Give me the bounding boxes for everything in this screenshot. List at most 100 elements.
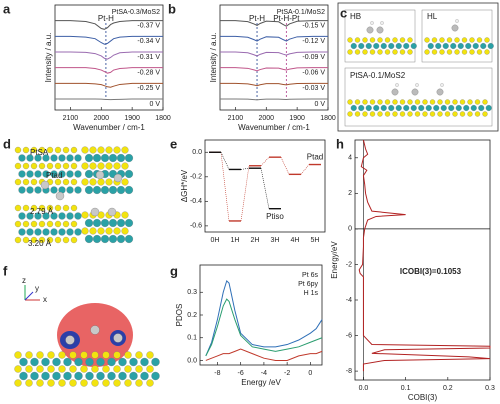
- atom: [435, 42, 442, 50]
- atom: [97, 178, 105, 186]
- panel-label: b: [168, 1, 176, 16]
- atom: [427, 42, 434, 50]
- pt-atom: [40, 180, 50, 190]
- atom: [41, 357, 50, 367]
- atom: [431, 37, 438, 43]
- y-tick-label: -6: [346, 332, 352, 339]
- atom: [113, 146, 121, 154]
- h-atom: [370, 21, 374, 25]
- atom: [399, 99, 406, 105]
- atom: [38, 146, 46, 154]
- atom: [358, 42, 365, 50]
- atom: [58, 379, 66, 387]
- atom: [58, 351, 66, 359]
- atom: [369, 99, 376, 105]
- series-label: 0 V: [149, 101, 160, 108]
- atom: [34, 186, 42, 194]
- x-tick-label: 0.1: [401, 385, 411, 392]
- atom: [124, 169, 134, 179]
- connector: [240, 167, 250, 170]
- atom: [429, 111, 436, 117]
- atom: [92, 185, 102, 195]
- atom: [108, 234, 118, 244]
- atom: [34, 170, 42, 178]
- atom: [25, 351, 33, 359]
- x-tick-label: 1900: [124, 115, 140, 122]
- x-tick-label: 2100: [63, 115, 79, 122]
- atom: [102, 379, 110, 387]
- atom: [30, 236, 38, 244]
- atom: [135, 365, 143, 373]
- atom: [365, 104, 372, 112]
- structure-label: Ptad: [46, 171, 62, 180]
- atom: [124, 234, 134, 244]
- atom: [129, 357, 138, 367]
- atom: [437, 99, 443, 105]
- series-line: [220, 98, 328, 101]
- h-atom: [395, 83, 399, 87]
- atom: [407, 111, 413, 117]
- atom: [74, 357, 83, 367]
- plot-frame: [54, 4, 164, 111]
- atom: [54, 146, 62, 154]
- atom: [74, 212, 82, 220]
- x-axis-label: Wavenumber / cm-1: [73, 123, 145, 132]
- atom: [36, 351, 44, 359]
- x-tick-label: 4H: [291, 237, 300, 244]
- atom: [100, 234, 110, 244]
- atom: [470, 104, 477, 112]
- x-tick-label: -6: [238, 370, 244, 377]
- x-tick-label: 2H: [251, 237, 260, 244]
- atom: [358, 104, 365, 112]
- series-line: [55, 20, 163, 30]
- x-axis-label: Energy /eV: [241, 378, 281, 387]
- atom: [70, 178, 78, 186]
- atom: [377, 99, 383, 105]
- atom: [354, 37, 361, 43]
- atom: [85, 357, 94, 367]
- pt-atom: [55, 191, 65, 201]
- pt-atom: [113, 333, 123, 343]
- atom: [26, 212, 34, 220]
- atom: [22, 220, 30, 228]
- pt-atom: [90, 325, 100, 335]
- connector: [260, 156, 270, 166]
- atom: [46, 162, 54, 170]
- atom: [399, 49, 406, 55]
- atom: [14, 162, 22, 170]
- atom: [92, 153, 102, 163]
- atom: [350, 104, 357, 112]
- structure-label: 2.79 Å: [30, 207, 54, 216]
- atom: [42, 212, 50, 220]
- x-tick-label: 0H: [211, 237, 220, 244]
- atom: [18, 228, 26, 236]
- atom: [34, 228, 42, 236]
- pt-atom: [411, 88, 419, 96]
- atom: [461, 37, 468, 43]
- pt-atom: [436, 88, 444, 96]
- atom: [69, 365, 77, 373]
- panel-label: e: [170, 136, 177, 151]
- atom: [124, 365, 132, 373]
- pt-atom: [376, 26, 384, 34]
- atom: [121, 146, 129, 154]
- axis-glyph: y: [35, 284, 39, 293]
- atom: [105, 162, 113, 170]
- atom: [476, 49, 483, 55]
- atom: [84, 218, 94, 228]
- atom: [25, 379, 33, 387]
- atom: [482, 99, 488, 105]
- atom: [461, 49, 468, 55]
- atom: [124, 218, 134, 228]
- series-line: [55, 35, 163, 45]
- atom: [58, 212, 66, 220]
- x-tick-label: 0.2: [443, 385, 453, 392]
- atom: [442, 42, 449, 50]
- atom: [146, 379, 154, 387]
- atom: [74, 228, 82, 236]
- structure-label: HL: [427, 12, 438, 21]
- atom: [62, 220, 70, 228]
- atom: [124, 153, 134, 163]
- atom: [26, 154, 34, 162]
